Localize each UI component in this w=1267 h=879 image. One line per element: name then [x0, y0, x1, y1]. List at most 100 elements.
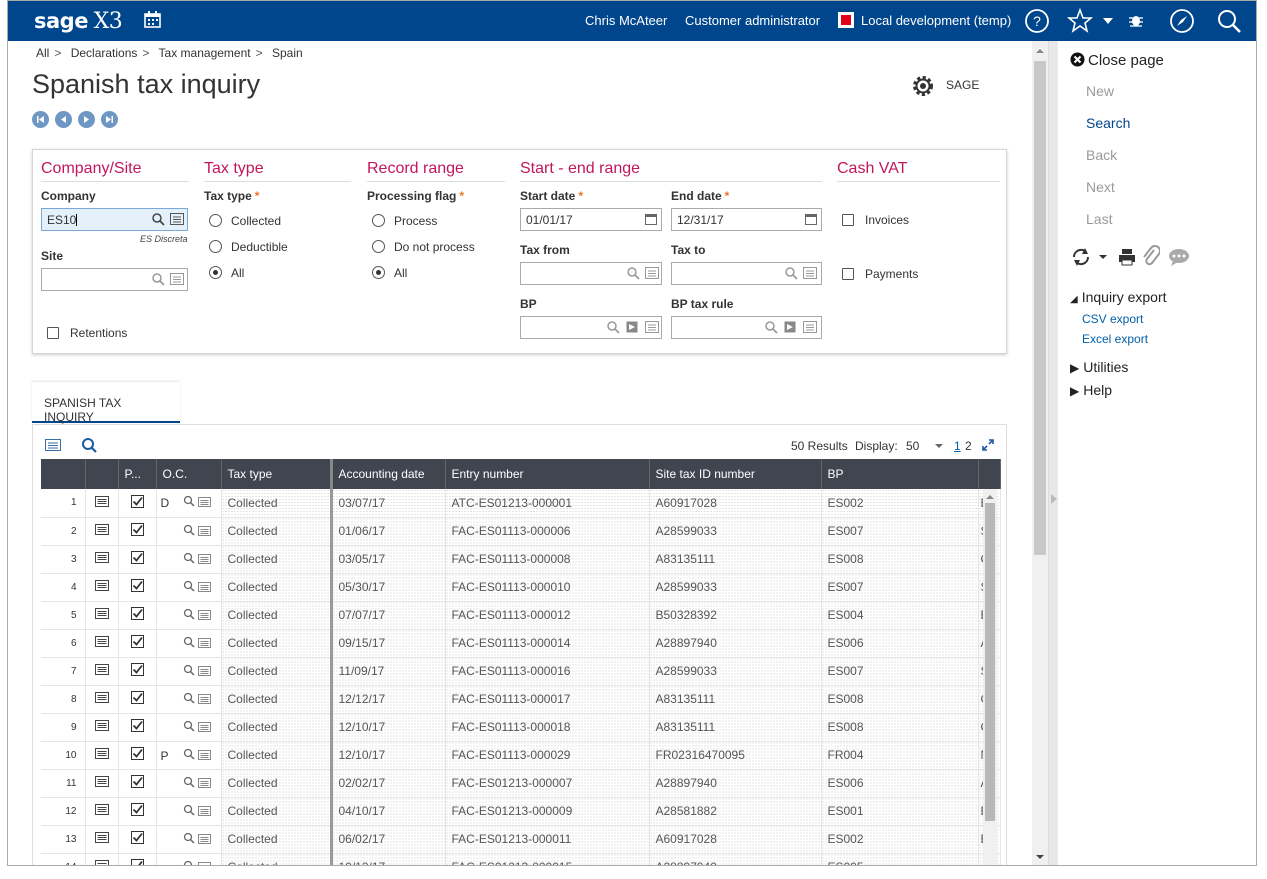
- table-row[interactable]: 11 Collected 02/02/17 FAC-ES01213-000007 A2…: [41, 769, 1001, 798]
- search-icon[interactable]: [183, 720, 195, 735]
- breadcrumb-all[interactable]: All: [36, 46, 50, 60]
- scroll-up-icon[interactable]: [985, 493, 995, 501]
- row-detail-icon[interactable]: [85, 629, 119, 658]
- bp-tax-rule-field[interactable]: [671, 316, 822, 339]
- help-section[interactable]: ▶ Help: [1070, 382, 1113, 398]
- row-oc-cell[interactable]: [156, 573, 222, 602]
- row-oc-cell[interactable]: P: [156, 741, 222, 770]
- gear-icon[interactable]: [910, 73, 936, 99]
- row-detail-icon[interactable]: [85, 853, 119, 865]
- column-header-tax-type[interactable]: Tax type: [221, 459, 333, 489]
- help-icon[interactable]: ?: [1024, 8, 1050, 34]
- list-icon[interactable]: [197, 496, 211, 510]
- search-icon[interactable]: [606, 320, 620, 334]
- table-row[interactable]: 9 Collected 12/10/17 FAC-ES01113-000018 A83…: [41, 713, 1001, 742]
- csv-export-link[interactable]: CSV export: [1082, 312, 1144, 326]
- last-record-icon[interactable]: [101, 111, 118, 128]
- breadcrumb-declarations[interactable]: Declarations: [70, 46, 138, 60]
- table-row[interactable]: 5 Collected 07/07/17 FAC-ES01113-000012 B50…: [41, 601, 1001, 630]
- search-icon[interactable]: [183, 524, 195, 539]
- page-scrollbar[interactable]: [1032, 41, 1048, 865]
- company-field[interactable]: ES10: [41, 208, 188, 231]
- tax-from-field[interactable]: [520, 262, 662, 285]
- row-processed-checkbox[interactable]: [118, 713, 157, 742]
- search-icon[interactable]: [183, 636, 195, 651]
- flag-do-not-process-radio[interactable]: Do not process: [372, 240, 475, 254]
- utilities-section[interactable]: ▶ Utilities: [1070, 359, 1129, 375]
- row-processed-checkbox[interactable]: [118, 657, 157, 686]
- scroll-up-icon[interactable]: [1035, 47, 1045, 55]
- search-icon[interactable]: [183, 860, 195, 865]
- calendar-icon[interactable]: [144, 11, 161, 28]
- comment-icon[interactable]: [1168, 248, 1190, 266]
- open-record-icon[interactable]: [626, 321, 638, 333]
- calendar-icon[interactable]: [645, 213, 657, 225]
- row-processed-checkbox[interactable]: [118, 853, 157, 865]
- search-icon[interactable]: [183, 748, 195, 763]
- list-icon[interactable]: [197, 553, 211, 567]
- search-icon[interactable]: [626, 266, 640, 280]
- previous-record-icon[interactable]: [55, 111, 72, 128]
- row-detail-icon[interactable]: [85, 713, 119, 742]
- search-icon[interactable]: [183, 776, 195, 791]
- column-header-bp[interactable]: BP: [821, 459, 979, 489]
- row-processed-checkbox[interactable]: [118, 489, 157, 518]
- table-row[interactable]: 2 Collected 01/06/17 FAC-ES01113-000006 A28…: [41, 517, 1001, 546]
- row-processed-checkbox[interactable]: [118, 825, 157, 854]
- payments-checkbox[interactable]: Payments: [842, 267, 918, 281]
- bp-field[interactable]: [520, 316, 662, 339]
- row-processed-checkbox[interactable]: [118, 797, 157, 826]
- table-row[interactable]: 12 Collected 04/10/17 FAC-ES01213-000009 A2…: [41, 797, 1001, 826]
- row-oc-cell[interactable]: [156, 825, 222, 854]
- refresh-icon[interactable]: [1070, 247, 1092, 267]
- table-row[interactable]: 8 Collected 12/12/17 FAC-ES01113-000017 A83…: [41, 685, 1001, 714]
- first-record-icon[interactable]: [32, 111, 49, 128]
- search-icon[interactable]: [151, 212, 165, 226]
- table-row[interactable]: 3 Collected 03/05/17 FAC-ES01113-000008 A83…: [41, 545, 1001, 574]
- list-icon[interactable]: [197, 805, 211, 819]
- grid-scrollbar-thumb[interactable]: [985, 503, 995, 821]
- compass-icon[interactable]: [1169, 8, 1195, 34]
- scroll-down-icon[interactable]: [1035, 853, 1045, 861]
- row-detail-icon[interactable]: [85, 601, 119, 630]
- list-icon[interactable]: [645, 267, 659, 279]
- search-icon[interactable]: [183, 552, 195, 567]
- list-icon[interactable]: [197, 525, 211, 539]
- row-detail-icon[interactable]: [85, 489, 119, 518]
- list-icon[interactable]: [197, 637, 211, 651]
- flag-process-radio[interactable]: Process: [372, 214, 437, 228]
- user-name[interactable]: Chris McAteer: [585, 13, 668, 28]
- panel-splitter[interactable]: [1048, 41, 1058, 865]
- row-oc-cell[interactable]: [156, 545, 222, 574]
- row-detail-icon[interactable]: [85, 769, 119, 798]
- tab-spanish-tax-inquiry[interactable]: SPANISH TAX INQUIRY: [32, 382, 180, 424]
- page-scrollbar-thumb[interactable]: [1034, 61, 1046, 555]
- row-oc-cell[interactable]: D: [156, 489, 222, 518]
- list-icon[interactable]: [645, 321, 659, 333]
- column-header-accounting-date[interactable]: Accounting date: [331, 459, 446, 489]
- site-field[interactable]: [41, 268, 188, 291]
- row-oc-cell[interactable]: [156, 629, 222, 658]
- list-icon[interactable]: [197, 833, 211, 847]
- next-record-icon[interactable]: [78, 111, 95, 128]
- grid-settings-icon[interactable]: [45, 439, 61, 451]
- tax-type-all-radio[interactable]: All: [209, 266, 244, 280]
- close-page-button[interactable]: Close page: [1070, 52, 1164, 69]
- list-icon[interactable]: [197, 693, 211, 707]
- chevron-down-icon[interactable]: [1102, 16, 1114, 26]
- row-detail-icon[interactable]: [85, 545, 119, 574]
- row-detail-icon[interactable]: [85, 685, 119, 714]
- inquiry-export-section[interactable]: ◢ Inquiry export: [1070, 289, 1167, 305]
- list-icon[interactable]: [803, 267, 817, 279]
- invoices-checkbox[interactable]: Invoices: [842, 213, 909, 227]
- user-role[interactable]: Customer administrator: [685, 13, 821, 28]
- row-processed-checkbox[interactable]: [118, 741, 157, 770]
- favorites-star-icon[interactable]: [1067, 8, 1093, 34]
- row-processed-checkbox[interactable]: [118, 517, 157, 546]
- list-icon[interactable]: [197, 581, 211, 595]
- row-oc-cell[interactable]: [156, 685, 222, 714]
- sage-x3-logo[interactable]: sage X3: [34, 9, 123, 34]
- breadcrumb-spain[interactable]: Spain: [271, 46, 303, 60]
- chevron-down-icon[interactable]: [934, 442, 944, 450]
- row-processed-checkbox[interactable]: [118, 769, 157, 798]
